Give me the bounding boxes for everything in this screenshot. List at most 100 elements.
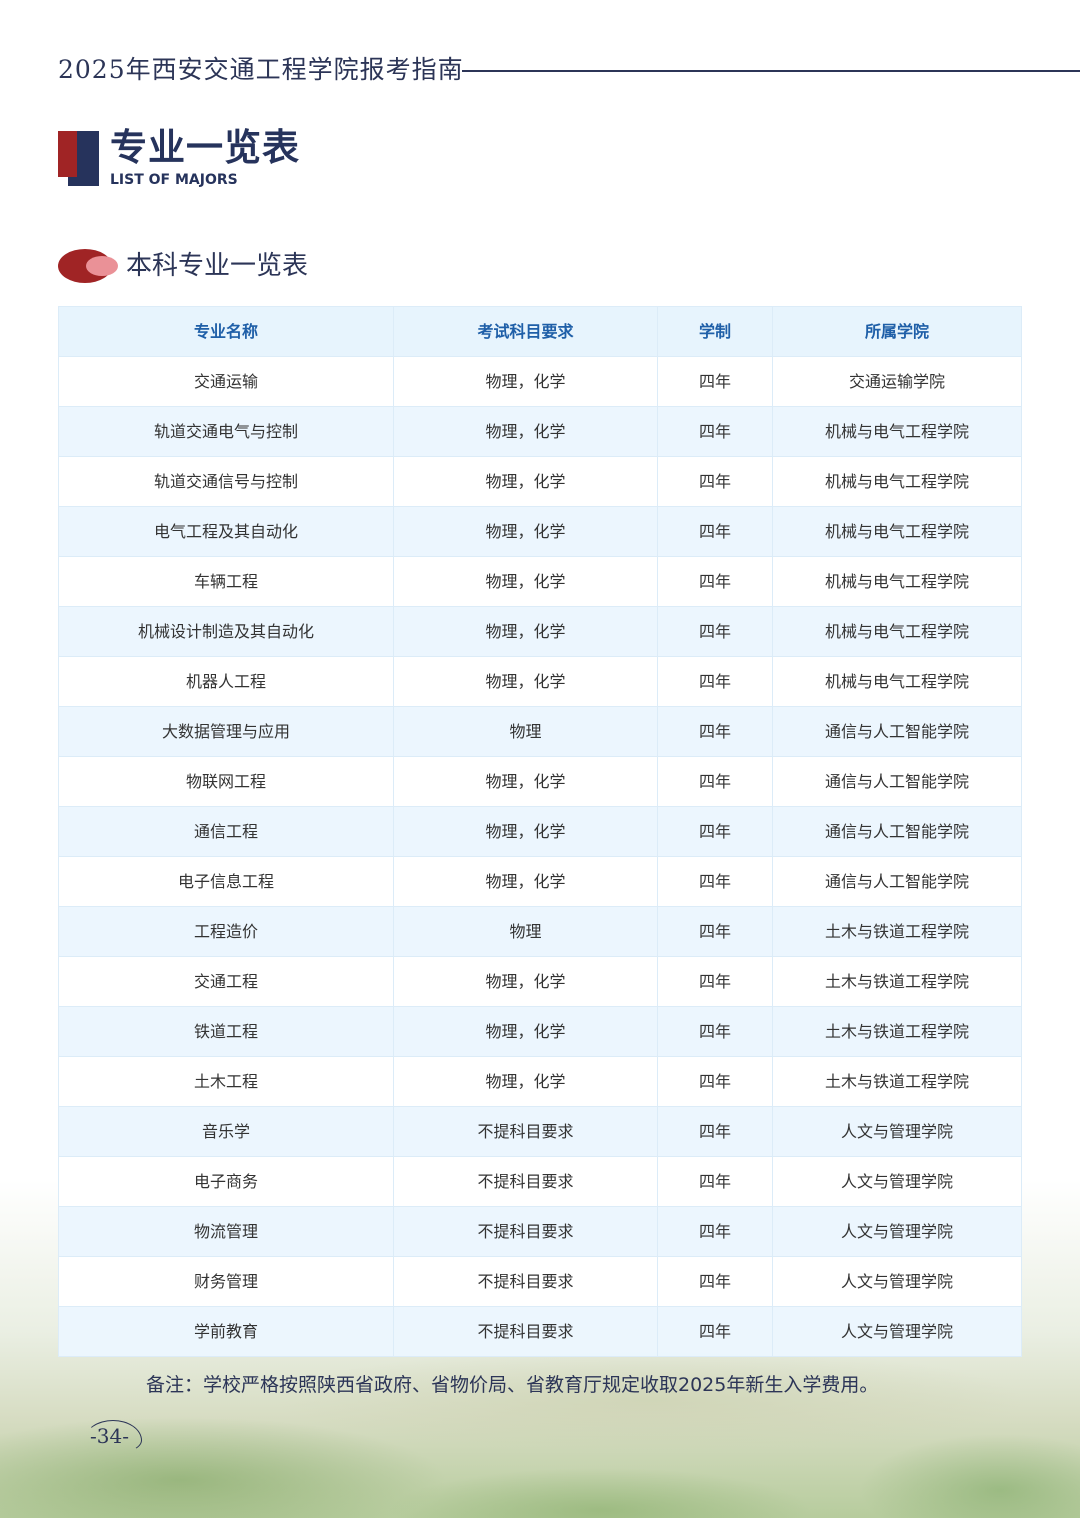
table-header-row: 专业名称 考试科目要求 学制 所属学院 <box>58 306 1022 357</box>
cell-major: 物联网工程 <box>58 756 394 807</box>
cell-subjects: 不提科目要求 <box>393 1156 658 1207</box>
cell-major: 学前教育 <box>58 1306 394 1357</box>
cell-major: 机械设计制造及其自动化 <box>58 606 394 657</box>
column-header-subjects: 考试科目要求 <box>393 306 658 357</box>
cell-subjects: 物理 <box>393 906 658 957</box>
cell-major: 交通运输 <box>58 356 394 407</box>
page-number: -34- <box>90 1424 129 1448</box>
document-header-title: 2025年西安交通工程学院报考指南 <box>58 55 464 84</box>
table-row: 财务管理 不提科目要求 四年 人文与管理学院 <box>58 1256 1022 1307</box>
cell-major: 机器人工程 <box>58 656 394 707</box>
table-row: 大数据管理与应用 物理 四年 通信与人工智能学院 <box>58 706 1022 757</box>
table-row: 车辆工程 物理，化学 四年 机械与电气工程学院 <box>58 556 1022 607</box>
cell-major: 轨道交通信号与控制 <box>58 456 394 507</box>
cell-college: 通信与人工智能学院 <box>772 856 1022 907</box>
cell-major: 交通工程 <box>58 956 394 1007</box>
cell-college: 人文与管理学院 <box>772 1256 1022 1307</box>
table-row: 工程造价 物理 四年 土木与铁道工程学院 <box>58 906 1022 957</box>
table-row: 轨道交通信号与控制 物理，化学 四年 机械与电气工程学院 <box>58 456 1022 507</box>
cell-major: 财务管理 <box>58 1256 394 1307</box>
cell-major: 通信工程 <box>58 806 394 857</box>
cell-college: 人文与管理学院 <box>772 1306 1022 1357</box>
table-row: 学前教育 不提科目要求 四年 人文与管理学院 <box>58 1306 1022 1357</box>
cell-duration: 四年 <box>657 1306 773 1357</box>
table-row: 物联网工程 物理，化学 四年 通信与人工智能学院 <box>58 756 1022 807</box>
cell-duration: 四年 <box>657 1006 773 1057</box>
cell-duration: 四年 <box>657 806 773 857</box>
cell-college: 土木与铁道工程学院 <box>772 1006 1022 1057</box>
cell-college: 机械与电气工程学院 <box>772 406 1022 457</box>
column-header-major: 专业名称 <box>58 306 394 357</box>
cell-duration: 四年 <box>657 706 773 757</box>
cell-major: 铁道工程 <box>58 1006 394 1057</box>
table-row: 轨道交通电气与控制 物理，化学 四年 机械与电气工程学院 <box>58 406 1022 457</box>
header-divider <box>462 70 1080 72</box>
cell-duration: 四年 <box>657 456 773 507</box>
cell-subjects: 物理，化学 <box>393 956 658 1007</box>
cell-college: 机械与电气工程学院 <box>772 656 1022 707</box>
cell-subjects: 物理，化学 <box>393 656 658 707</box>
cell-college: 机械与电气工程学院 <box>772 556 1022 607</box>
cell-major: 工程造价 <box>58 906 394 957</box>
cell-subjects: 物理，化学 <box>393 456 658 507</box>
cell-college: 机械与电气工程学院 <box>772 606 1022 657</box>
section-subtitle: LIST OF MAJORS <box>110 172 238 188</box>
cell-major: 电子信息工程 <box>58 856 394 907</box>
cell-subjects: 物理，化学 <box>393 606 658 657</box>
cell-major: 电子商务 <box>58 1156 394 1207</box>
table-row: 交通运输 物理，化学 四年 交通运输学院 <box>58 356 1022 407</box>
cell-duration: 四年 <box>657 1156 773 1207</box>
cell-major: 轨道交通电气与控制 <box>58 406 394 457</box>
cell-major: 大数据管理与应用 <box>58 706 394 757</box>
cell-duration: 四年 <box>657 556 773 607</box>
cell-duration: 四年 <box>657 1256 773 1307</box>
table-row: 物流管理 不提科目要求 四年 人文与管理学院 <box>58 1206 1022 1257</box>
cell-major: 车辆工程 <box>58 556 394 607</box>
table-row: 通信工程 物理，化学 四年 通信与人工智能学院 <box>58 806 1022 857</box>
cell-college: 机械与电气工程学院 <box>772 506 1022 557</box>
column-header-college: 所属学院 <box>772 306 1022 357</box>
cell-major: 土木工程 <box>58 1056 394 1107</box>
cell-college: 土木与铁道工程学院 <box>772 906 1022 957</box>
cell-college: 通信与人工智能学院 <box>772 706 1022 757</box>
cell-subjects: 物理，化学 <box>393 506 658 557</box>
table-row: 机械设计制造及其自动化 物理，化学 四年 机械与电气工程学院 <box>58 606 1022 657</box>
table-row: 电子商务 不提科目要求 四年 人文与管理学院 <box>58 1156 1022 1207</box>
cell-subjects: 不提科目要求 <box>393 1256 658 1307</box>
table-row: 电气工程及其自动化 物理，化学 四年 机械与电气工程学院 <box>58 506 1022 557</box>
cell-subjects: 不提科目要求 <box>393 1206 658 1257</box>
table-row: 交通工程 物理，化学 四年 土木与铁道工程学院 <box>58 956 1022 1007</box>
cell-college: 通信与人工智能学院 <box>772 756 1022 807</box>
cell-subjects: 物理，化学 <box>393 856 658 907</box>
cell-major: 音乐学 <box>58 1106 394 1157</box>
table-row: 铁道工程 物理，化学 四年 土木与铁道工程学院 <box>58 1006 1022 1057</box>
cell-major: 电气工程及其自动化 <box>58 506 394 557</box>
page-number-circle <box>84 1420 142 1454</box>
cell-duration: 四年 <box>657 1206 773 1257</box>
cell-major: 物流管理 <box>58 1206 394 1257</box>
cell-college: 交通运输学院 <box>772 356 1022 407</box>
table-row: 机器人工程 物理，化学 四年 机械与电气工程学院 <box>58 656 1022 707</box>
cell-college: 土木与铁道工程学院 <box>772 956 1022 1007</box>
cell-college: 土木与铁道工程学院 <box>772 1056 1022 1107</box>
majors-table: 专业名称 考试科目要求 学制 所属学院 交通运输 物理，化学 四年 交通运输学院 轨道交… <box>58 306 1022 1357</box>
cell-subjects: 物理，化学 <box>393 806 658 857</box>
fee-note: 备注：学校严格按照陕西省政府、省物价局、省教育厅规定收取2025年新生入学费用。 <box>146 1374 879 1396</box>
table-row: 土木工程 物理，化学 四年 土木与铁道工程学院 <box>58 1056 1022 1107</box>
cell-duration: 四年 <box>657 656 773 707</box>
cell-college: 人文与管理学院 <box>772 1206 1022 1257</box>
cell-subjects: 物理，化学 <box>393 406 658 457</box>
cell-subjects: 物理，化学 <box>393 1006 658 1057</box>
cell-duration: 四年 <box>657 406 773 457</box>
cell-duration: 四年 <box>657 856 773 907</box>
cell-subjects: 物理，化学 <box>393 1056 658 1107</box>
cell-college: 人文与管理学院 <box>772 1106 1022 1157</box>
cell-duration: 四年 <box>657 1056 773 1107</box>
section-marker-red <box>58 131 77 177</box>
cell-subjects: 物理，化学 <box>393 356 658 407</box>
cell-subjects: 物理 <box>393 706 658 757</box>
cell-duration: 四年 <box>657 1106 773 1157</box>
cell-subjects: 物理，化学 <box>393 756 658 807</box>
subsection-bullet-highlight <box>86 256 118 276</box>
cell-college: 通信与人工智能学院 <box>772 806 1022 857</box>
